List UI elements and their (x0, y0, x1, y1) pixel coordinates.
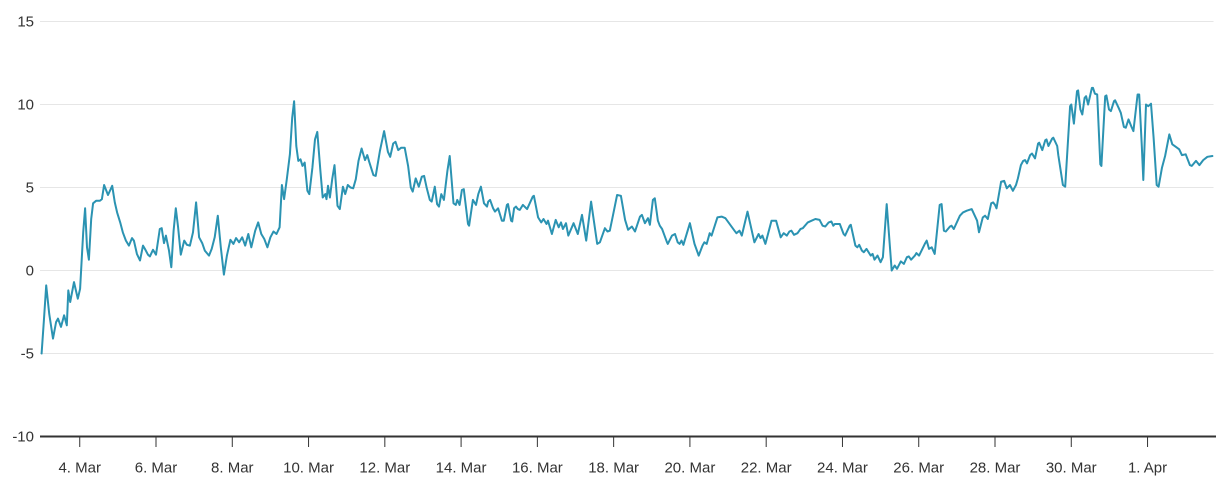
series-line[interactable] (40, 86, 1214, 355)
y-axis-label: -5 (21, 346, 34, 363)
x-axis-label: 6. Mar (135, 460, 178, 477)
y-gridlines (40, 21, 1214, 354)
series-layer (40, 86, 1214, 355)
x-axis-label: 30. Mar (1046, 460, 1097, 477)
x-axis-label: 12. Mar (359, 460, 410, 477)
x-axis-label: 26. Mar (893, 460, 944, 477)
x-axis-label: 1. Apr (1128, 460, 1167, 477)
y-axis: 15 10 5 0 -5 -10 (12, 14, 34, 446)
x-axis-label: 14. Mar (436, 460, 487, 477)
x-axis-label: 16. Mar (512, 460, 563, 477)
y-axis-label: 15 (17, 14, 34, 31)
x-axis-label: 10. Mar (283, 460, 334, 477)
x-axis-label: 8. Mar (211, 460, 254, 477)
y-axis-label: 0 (26, 263, 34, 280)
x-axis-label: 28. Mar (970, 460, 1021, 477)
x-axis: 4. Mar 6. Mar 8. Mar 10. Mar 12. Mar 14. Mar 1… (40, 435, 1216, 477)
y-axis-label: 10 (17, 97, 34, 114)
x-axis-label: 18. Mar (588, 460, 639, 477)
x-axis-label: 22. Mar (741, 460, 792, 477)
x-axis-label: 20. Mar (664, 460, 715, 477)
y-axis-label: 5 (26, 180, 34, 197)
x-axis-label: 24. Mar (817, 460, 868, 477)
x-axis-label: 4. Mar (58, 460, 101, 477)
y-axis-label: -10 (12, 429, 34, 446)
